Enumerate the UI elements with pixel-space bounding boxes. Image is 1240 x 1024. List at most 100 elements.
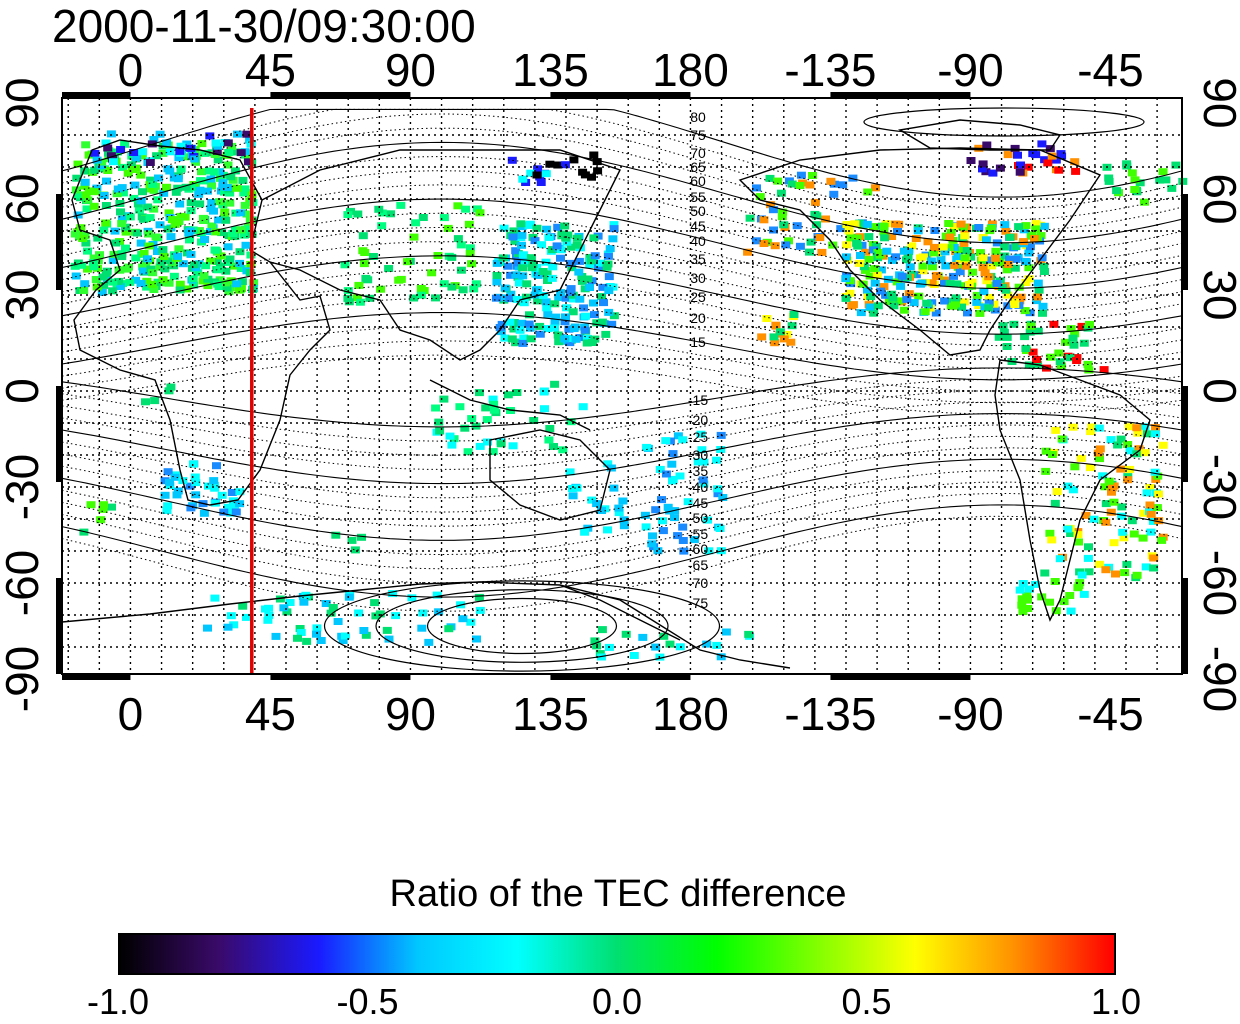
tec-cell (176, 142, 186, 150)
x-tick-top: 45 (245, 44, 296, 96)
tec-cell (521, 293, 531, 301)
tec-cell (299, 598, 309, 606)
tec-cell (185, 482, 195, 490)
tec-cell (1117, 512, 1127, 520)
tec-cell (396, 201, 406, 209)
tec-cell (89, 202, 99, 210)
tec-cell (1158, 441, 1168, 449)
tec-cell (512, 295, 522, 303)
tec-cell (992, 279, 1002, 287)
tec-cell (561, 294, 571, 302)
tec-cell (550, 300, 560, 308)
tec-cell (951, 294, 961, 302)
tec-cell (132, 154, 142, 162)
tec-cell (142, 283, 152, 291)
tec-cell (492, 272, 502, 279)
tec-cell (125, 213, 135, 221)
tec-cell (959, 239, 969, 247)
tec-cell (663, 503, 673, 511)
tec-cell (368, 253, 378, 260)
contour-line (61, 108, 1183, 210)
tec-cell (153, 278, 163, 286)
tec-cell (766, 201, 776, 209)
tec-cell (511, 339, 521, 347)
axis-labels: 0045459090135135180180-135-135-90-90-45-… (0, 44, 1240, 740)
tec-cell (553, 331, 563, 339)
tec-cell (1132, 424, 1142, 432)
tec-cell (1094, 424, 1104, 432)
tec-cell (594, 264, 604, 272)
tec-cell (1050, 499, 1060, 507)
tec-cell (952, 280, 962, 288)
tec-cell (978, 165, 987, 173)
tec-cell (199, 509, 209, 517)
tec-cell (863, 188, 873, 196)
contour-label: 60 (690, 173, 706, 189)
tec-cell (174, 154, 184, 162)
tec-cell (957, 303, 967, 311)
x-tick-top: -45 (1077, 44, 1143, 96)
tec-cell (424, 638, 434, 646)
tec-cell (614, 509, 624, 517)
tec-cell (960, 232, 970, 240)
tec-cell (770, 339, 780, 347)
tec-cell (914, 292, 924, 300)
tec-cell (986, 224, 996, 232)
tec-cell (212, 258, 222, 265)
tec-cell (525, 220, 535, 228)
tec-cell (1047, 152, 1057, 160)
tec-cell (918, 267, 928, 275)
tec-cell (712, 641, 722, 649)
tec-cell (713, 485, 723, 493)
tec-cell (235, 488, 245, 496)
tec-cell (984, 273, 994, 281)
tec-cell (805, 248, 814, 256)
tec-cell (215, 262, 225, 270)
tec-cell (199, 217, 209, 224)
tec-cell (204, 482, 213, 490)
tec-cell (847, 302, 857, 310)
axis-bar-bottom (270, 674, 411, 680)
tec-cell (1132, 450, 1142, 458)
tec-cell (673, 432, 683, 440)
tec-cell (374, 205, 384, 213)
tec-cell (500, 334, 510, 342)
tec-cell (80, 167, 90, 175)
tec-cell (547, 274, 557, 282)
tec-cell (118, 189, 128, 197)
tec-cell (162, 183, 171, 191)
tec-cell (488, 395, 498, 403)
tec-cell (863, 286, 872, 294)
tec-cell (586, 257, 596, 265)
tec-cell (1051, 156, 1061, 164)
tec-cell (145, 214, 155, 222)
tec-cell (99, 226, 109, 234)
contour-label: 35 (690, 251, 706, 267)
tec-cell (444, 625, 454, 633)
tec-cell (518, 264, 528, 272)
tec-cell (91, 276, 101, 283)
tec-cell (865, 272, 875, 280)
tec-cell (312, 630, 321, 638)
tec-cell (394, 276, 404, 284)
tec-cell (964, 281, 974, 288)
tec-cell (887, 290, 897, 298)
tec-cell (1049, 320, 1059, 328)
tec-cell (439, 395, 449, 403)
tec-cell (353, 210, 363, 218)
tec-cell (982, 277, 992, 285)
tec-cell (945, 233, 955, 241)
tec-cell (1106, 436, 1116, 444)
tec-cell (506, 290, 516, 298)
tec-cell (279, 604, 289, 612)
tec-cell (76, 224, 86, 232)
tec-cell (949, 243, 959, 251)
axis-bar-left (56, 578, 62, 674)
tec-cell (101, 219, 111, 227)
tec-cell (1077, 571, 1087, 579)
tec-cell (903, 253, 913, 261)
tec-cell (146, 265, 156, 273)
colorbar (118, 933, 1116, 975)
tec-cell (166, 233, 176, 241)
tec-cell (1021, 222, 1031, 230)
